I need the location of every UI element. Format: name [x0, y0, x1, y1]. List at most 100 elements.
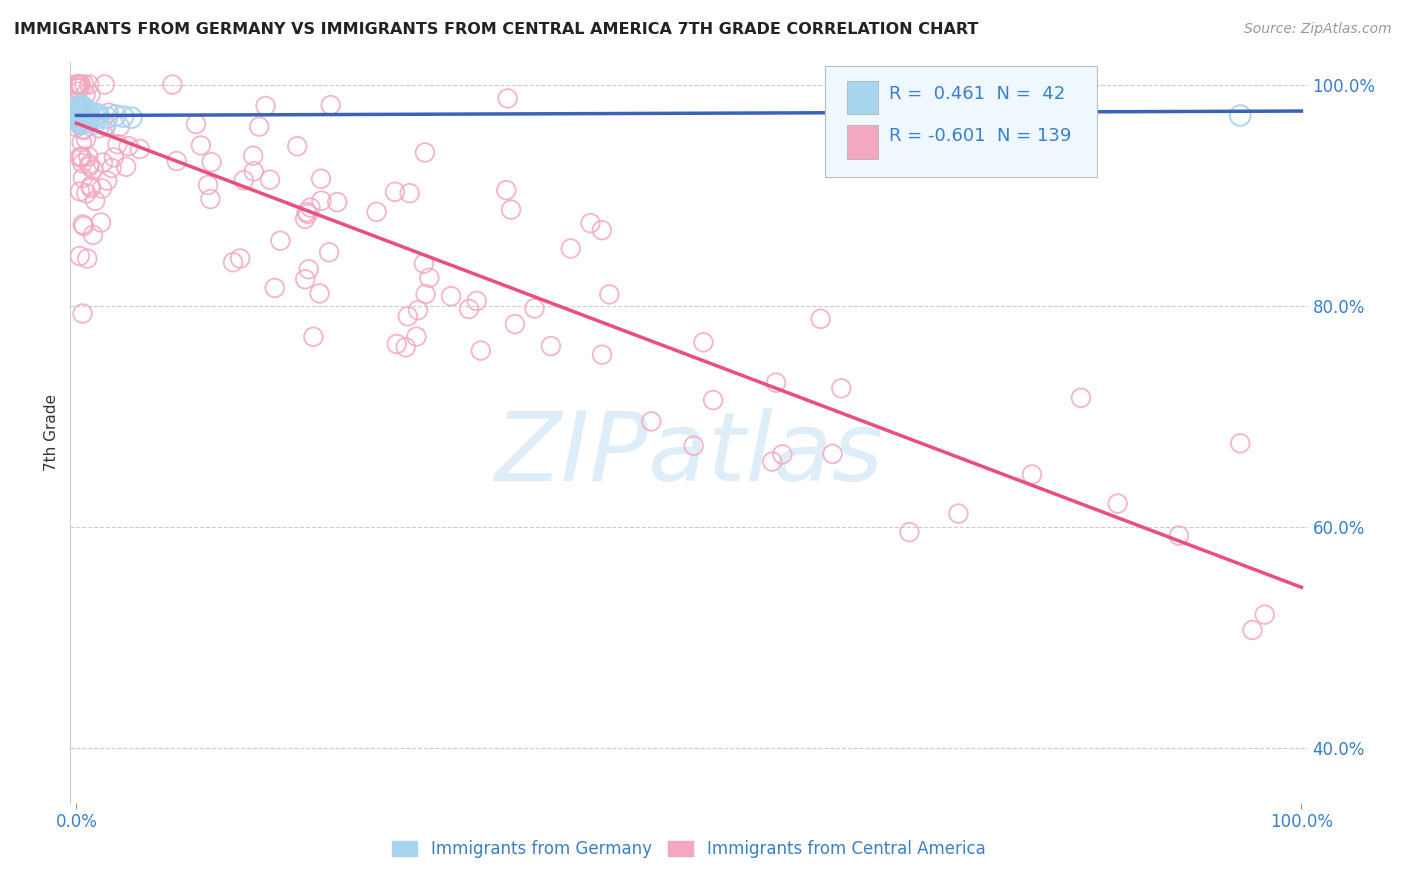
Point [242, 149, 264, 163]
Point [70, 98, 93, 112]
FancyBboxPatch shape [848, 81, 879, 114]
Point [75, 132, 97, 146]
Point [93, 118, 115, 132]
Point [366, 205, 388, 219]
Point [190, 138, 212, 153]
Point [76, 106, 98, 120]
Point [415, 287, 437, 301]
Point [308, 286, 330, 301]
Point [83, 109, 105, 123]
Point [83, 116, 105, 130]
Point [406, 303, 429, 318]
Point [128, 142, 150, 156]
Text: Source: ZipAtlas.com: Source: ZipAtlas.com [1244, 22, 1392, 37]
Point [1241, 623, 1264, 637]
Point [69, 151, 91, 165]
Point [297, 207, 319, 221]
Point [465, 293, 488, 308]
Point [66, 112, 89, 126]
Point [84, 107, 107, 121]
Text: IMMIGRANTS FROM GERMANY VS IMMIGRANTS FROM CENTRAL AMERICA 7TH GRADE CORRELATION: IMMIGRANTS FROM GERMANY VS IMMIGRANTS FR… [14, 22, 979, 37]
Point [67, 101, 90, 115]
Point [69, 106, 91, 120]
Point [285, 139, 308, 153]
Point [898, 525, 921, 540]
Point [309, 171, 332, 186]
Point [83, 162, 105, 177]
Point [413, 145, 436, 160]
Point [80, 181, 103, 195]
Point [80, 178, 103, 193]
Point [254, 99, 277, 113]
Point [107, 137, 129, 152]
Point [496, 91, 519, 105]
Point [440, 289, 463, 303]
Point [87, 121, 110, 136]
Point [298, 262, 321, 277]
Point [79, 159, 101, 173]
Text: ZIPatlas: ZIPatlas [495, 409, 883, 501]
Point [69, 117, 91, 131]
Point [384, 185, 406, 199]
Point [385, 337, 408, 351]
Point [222, 255, 245, 269]
Point [100, 161, 122, 175]
Point [93, 78, 115, 92]
Point [200, 155, 222, 169]
Point [66, 78, 89, 92]
Point [69, 116, 91, 130]
Point [1168, 529, 1191, 543]
Point [311, 194, 333, 208]
Point [72, 107, 94, 121]
Point [184, 117, 207, 131]
Point [65, 111, 87, 125]
Point [682, 439, 704, 453]
Point [75, 186, 97, 201]
Point [470, 343, 492, 358]
FancyBboxPatch shape [825, 66, 1097, 178]
Point [76, 252, 98, 266]
Point [72, 156, 94, 170]
Point [761, 454, 783, 468]
Point [560, 242, 582, 256]
Point [82, 227, 104, 242]
Point [1229, 436, 1251, 450]
Point [72, 218, 94, 232]
Point [326, 195, 349, 210]
Point [503, 317, 526, 331]
Point [66, 102, 89, 116]
Point [90, 215, 112, 229]
Point [70, 136, 93, 150]
Point [66, 78, 89, 92]
Point [77, 149, 100, 163]
Point [579, 216, 602, 230]
Point [66, 112, 89, 126]
Point [591, 223, 613, 237]
Point [495, 183, 517, 197]
Point [598, 287, 620, 301]
Point [66, 99, 89, 113]
Point [69, 110, 91, 124]
Point [70, 112, 93, 126]
Point [591, 348, 613, 362]
Y-axis label: 7th Grade: 7th Grade [44, 394, 59, 471]
Point [294, 272, 316, 286]
Point [770, 447, 793, 461]
Point [413, 257, 436, 271]
Point [499, 202, 522, 217]
Point [830, 381, 852, 395]
Point [269, 234, 291, 248]
Point [69, 109, 91, 123]
Point [72, 100, 94, 114]
Point [67, 78, 90, 92]
Point [87, 107, 110, 121]
Point [166, 154, 188, 169]
Point [67, 78, 90, 92]
Point [79, 157, 101, 171]
Point [70, 113, 93, 128]
FancyBboxPatch shape [848, 126, 879, 159]
Point [247, 120, 270, 134]
Point [117, 139, 139, 153]
Point [67, 110, 90, 124]
Point [73, 78, 96, 92]
